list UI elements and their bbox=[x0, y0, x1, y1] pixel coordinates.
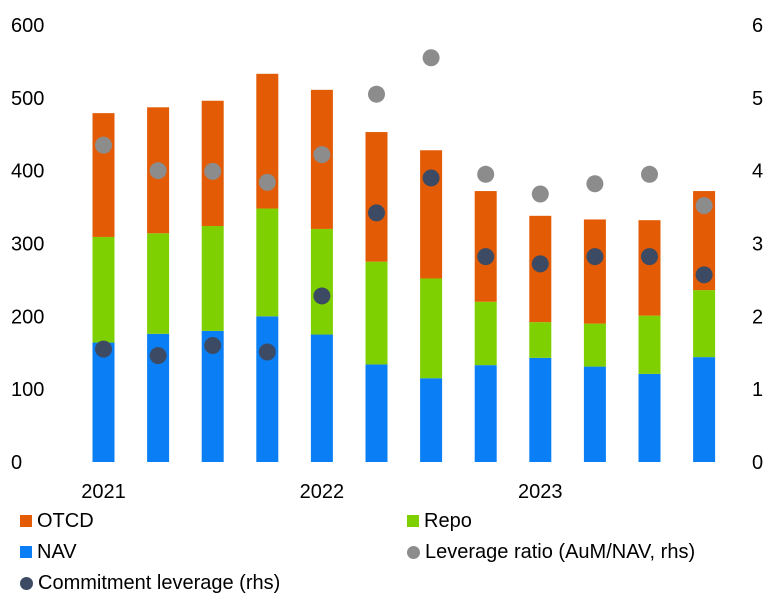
bars-layer bbox=[92, 73, 716, 462]
bar-repo-2 bbox=[147, 233, 170, 334]
bar-nav-2 bbox=[147, 333, 170, 462]
bar-otcd-12 bbox=[693, 191, 716, 291]
point-commitment-leverage-rhs-9 bbox=[531, 255, 549, 273]
point-leverage-ratio-aum-nav-rhs-1 bbox=[95, 136, 112, 154]
y2-tick-label: 3 bbox=[752, 234, 763, 256]
bar-otcd-4 bbox=[256, 73, 279, 209]
bar-nav-11 bbox=[638, 373, 661, 462]
point-commitment-leverage-rhs-4 bbox=[258, 343, 276, 361]
left-axis-ticks: 0 100 200 300 400 500 600 bbox=[11, 15, 44, 474]
legend-label: Leverage ratio (AuM/NAV, rhs) bbox=[425, 540, 696, 563]
y-tick-label: 400 bbox=[11, 161, 44, 183]
bar-repo-4 bbox=[256, 208, 279, 317]
y-tick-label: 100 bbox=[11, 379, 44, 401]
bar-repo-5 bbox=[310, 228, 333, 335]
point-leverage-ratio-aum-nav-rhs-4 bbox=[258, 173, 276, 191]
legend-label: Repo bbox=[424, 509, 472, 532]
y-tick-label: 500 bbox=[11, 88, 44, 110]
point-leverage-ratio-aum-nav-rhs-8 bbox=[477, 165, 495, 183]
legend-swatch bbox=[407, 545, 420, 559]
y2-tick-label: 4 bbox=[752, 161, 763, 183]
point-commitment-leverage-rhs-7 bbox=[422, 169, 440, 187]
point-commitment-leverage-rhs-3 bbox=[204, 336, 222, 354]
bar-nav-12 bbox=[693, 357, 716, 462]
chart-legend: OTCD Repo NAV Leverage ratio (AuM/NAV, rhs)… bbox=[0, 500, 775, 600]
bar-repo-6 bbox=[365, 261, 388, 365]
bar-repo-10 bbox=[583, 323, 606, 367]
legend-swatch bbox=[20, 546, 32, 558]
point-commitment-leverage-rhs-6 bbox=[368, 204, 385, 222]
bar-repo-12 bbox=[693, 290, 716, 358]
chart-plot: 0 100 200 300 400 500 600 0 1 2 3 4 5 6 2021 2022 2023 bbox=[11, 15, 763, 503]
bar-otcd-10 bbox=[583, 219, 606, 324]
x-axis-ticks: 2021 2022 2023 bbox=[81, 481, 563, 503]
bar-nav-1 bbox=[92, 342, 115, 462]
legend-item-repo: Repo bbox=[407, 508, 472, 534]
y2-tick-label: 2 bbox=[752, 306, 763, 328]
point-leverage-ratio-aum-nav-rhs-3 bbox=[204, 162, 222, 180]
point-leverage-ratio-aum-nav-rhs-11 bbox=[641, 165, 658, 183]
point-commitment-leverage-rhs-11 bbox=[641, 248, 658, 266]
legend-label: OTCD bbox=[37, 509, 94, 532]
y2-tick-label: 0 bbox=[752, 452, 763, 474]
point-leverage-ratio-aum-nav-rhs-7 bbox=[422, 49, 440, 67]
bar-nav-8 bbox=[474, 365, 497, 462]
y-tick-label: 300 bbox=[11, 234, 44, 256]
x-tick-label: 2023 bbox=[518, 481, 563, 500]
point-commitment-leverage-rhs-1 bbox=[95, 340, 112, 358]
y2-tick-label: 1 bbox=[752, 379, 763, 401]
y-tick-label: 0 bbox=[11, 452, 22, 474]
legend-item-commitment-leverage-rhs: Commitment leverage (rhs) bbox=[20, 570, 280, 596]
y-tick-label: 600 bbox=[11, 15, 44, 37]
legend-item-otcd: OTCD bbox=[20, 508, 94, 534]
point-leverage-ratio-aum-nav-rhs-5 bbox=[313, 146, 331, 164]
x-tick-label: 2021 bbox=[81, 481, 126, 500]
x-tick-label: 2022 bbox=[300, 481, 345, 500]
legend-label: NAV bbox=[37, 540, 77, 563]
point-leverage-ratio-aum-nav-rhs-2 bbox=[149, 162, 167, 180]
point-commitment-leverage-rhs-5 bbox=[313, 287, 331, 305]
point-commitment-leverage-rhs-12 bbox=[695, 266, 713, 284]
bar-repo-1 bbox=[92, 236, 115, 343]
bar-otcd-1 bbox=[92, 113, 115, 237]
legend-item-leverage-ratio-aum-nav-rhs: Leverage ratio (AuM/NAV, rhs) bbox=[407, 539, 695, 565]
point-leverage-ratio-aum-nav-rhs-9 bbox=[531, 185, 549, 203]
point-commitment-leverage-rhs-8 bbox=[477, 248, 495, 266]
bar-nav-7 bbox=[420, 378, 443, 462]
bar-repo-8 bbox=[474, 301, 497, 366]
bar-nav-5 bbox=[310, 334, 333, 462]
bar-nav-4 bbox=[256, 316, 279, 462]
legend-label: Commitment leverage (rhs) bbox=[38, 571, 281, 594]
y-tick-label: 200 bbox=[11, 306, 44, 328]
point-leverage-ratio-aum-nav-rhs-12 bbox=[695, 197, 713, 215]
y2-tick-label: 5 bbox=[752, 88, 763, 110]
bar-nav-3 bbox=[201, 330, 224, 462]
bar-repo-7 bbox=[420, 278, 443, 379]
bar-nav-9 bbox=[529, 357, 552, 462]
legend-item-nav: NAV bbox=[20, 539, 77, 565]
legend-swatch bbox=[20, 576, 33, 590]
point-leverage-ratio-aum-nav-rhs-10 bbox=[586, 175, 604, 193]
bar-nav-10 bbox=[583, 366, 606, 462]
point-leverage-ratio-aum-nav-rhs-6 bbox=[368, 85, 385, 103]
legend-swatch bbox=[20, 515, 32, 527]
right-axis-ticks: 0 1 2 3 4 5 6 bbox=[752, 15, 763, 474]
bar-otcd-8 bbox=[474, 191, 497, 302]
legend-swatch bbox=[407, 515, 419, 527]
bar-nav-6 bbox=[365, 364, 388, 462]
bar-repo-9 bbox=[529, 322, 552, 358]
bar-repo-3 bbox=[201, 226, 224, 331]
points-layer bbox=[95, 49, 713, 365]
point-commitment-leverage-rhs-2 bbox=[149, 347, 167, 365]
bar-repo-11 bbox=[638, 315, 661, 374]
bar-otcd-6 bbox=[365, 132, 388, 262]
bar-otcd-11 bbox=[638, 220, 661, 316]
y2-tick-label: 6 bbox=[752, 15, 763, 37]
point-commitment-leverage-rhs-10 bbox=[586, 248, 604, 266]
